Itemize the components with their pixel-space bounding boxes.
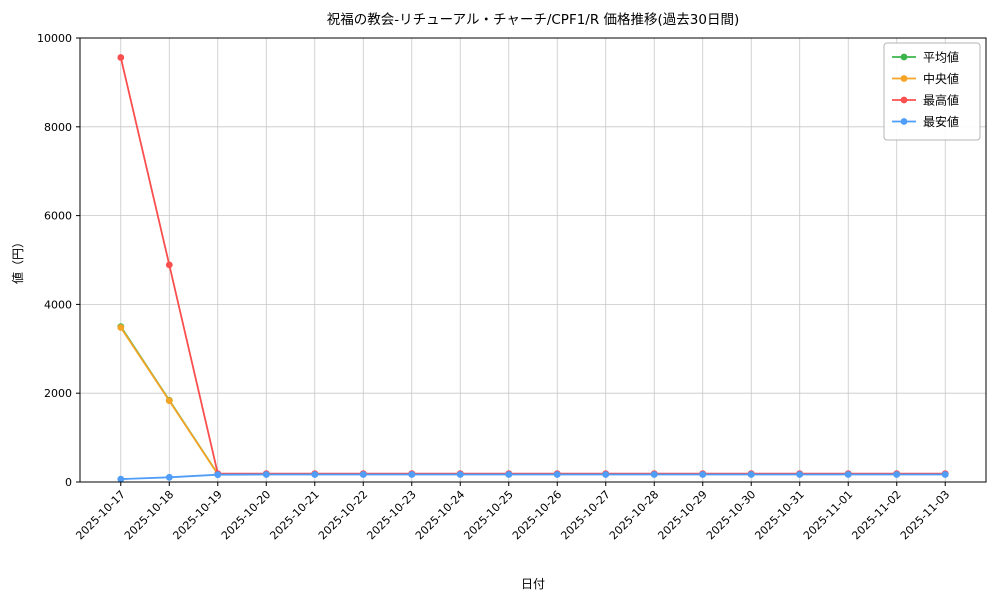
series-marker-1 [117,324,125,331]
x-tick-label: 2025-10-18 [122,488,176,542]
series-marker-2 [165,261,173,269]
x-tick-label: 2025-10-19 [170,488,224,542]
y-tick-label: 2000 [44,387,72,400]
x-axis-ticks: 2025-10-172025-10-182025-10-192025-10-20… [73,482,952,542]
series-marker-3 [165,473,173,481]
x-axis-label: 日付 [521,577,545,591]
axes-spines [79,37,987,483]
y-axis-label: 値（円） [10,236,25,284]
series-marker-1 [165,397,173,405]
legend-marker-swatch [900,118,908,125]
x-tick-label: 2025-10-21 [267,488,321,542]
legend-label: 最高値 [923,93,959,108]
series-marker-3 [553,471,561,478]
x-tick-label: 2025-10-22 [316,488,370,542]
legend-label: 中央値 [923,71,959,86]
legend-marker-swatch [900,96,908,104]
x-tick-label: 2025-10-29 [655,488,709,542]
x-tick-label: 2025-11-03 [898,488,952,542]
series-marker-3 [844,471,852,478]
x-tick-label: 2025-11-02 [849,488,903,542]
series-marker-3 [505,471,513,478]
legend-marker-swatch [900,75,908,82]
x-tick-label: 2025-10-30 [704,488,758,542]
x-tick-label: 2025-10-20 [219,488,273,542]
series-marker-3 [650,471,658,478]
series-marker-3 [262,471,270,478]
x-tick-label: 2025-10-26 [510,488,564,542]
x-tick-label: 2025-10-25 [461,488,515,542]
y-tick-label: 8000 [44,121,72,134]
series-marker-3 [117,475,125,483]
series-marker-3 [456,471,464,478]
x-tick-label: 2025-10-23 [364,488,418,542]
series-marker-3 [602,471,610,478]
series-marker-3 [311,471,319,478]
y-tick-label: 4000 [44,298,72,311]
y-tick-label: 0 [65,476,72,489]
series-marker-3 [359,471,367,478]
x-tick-label: 2025-10-31 [752,488,806,542]
legend-label: 最安値 [923,114,959,129]
series-marker-3 [699,471,707,478]
x-tick-label: 2025-10-28 [607,488,661,542]
legend-item-3: 最安値 [892,114,959,129]
series-marker-3 [214,471,222,479]
y-tick-label: 10000 [37,32,72,45]
series-marker-3 [893,471,901,478]
legend-item-0: 平均値 [892,50,959,65]
x-tick-label: 2025-10-27 [558,488,612,542]
legend-label: 平均値 [923,50,959,65]
x-tick-label: 2025-10-24 [413,488,467,542]
series-line-3 [120,473,946,480]
legend-item-1: 中央値 [892,71,959,86]
series-marker-3 [941,471,949,478]
series-3 [117,471,949,483]
legend-box [883,42,981,141]
x-tick-label: 2025-11-01 [801,488,855,542]
x-tick-label: 2025-10-17 [73,488,127,542]
y-tick-label: 6000 [44,210,72,223]
plot-area [80,38,986,482]
series-marker-3 [408,471,416,478]
series-marker-3 [796,471,804,478]
series-marker-2 [117,54,125,61]
chart-title: 祝福の教会-リチューアル・チャーチ/CPF1/R 価格推移(過去30日間) [327,12,739,28]
legend-marker-swatch [900,53,908,61]
y-axis-ticks: 0 2000 4000 6000 8000 10000 [37,32,80,489]
series-marker-3 [747,471,755,478]
legend-item-2: 最高値 [892,93,959,108]
